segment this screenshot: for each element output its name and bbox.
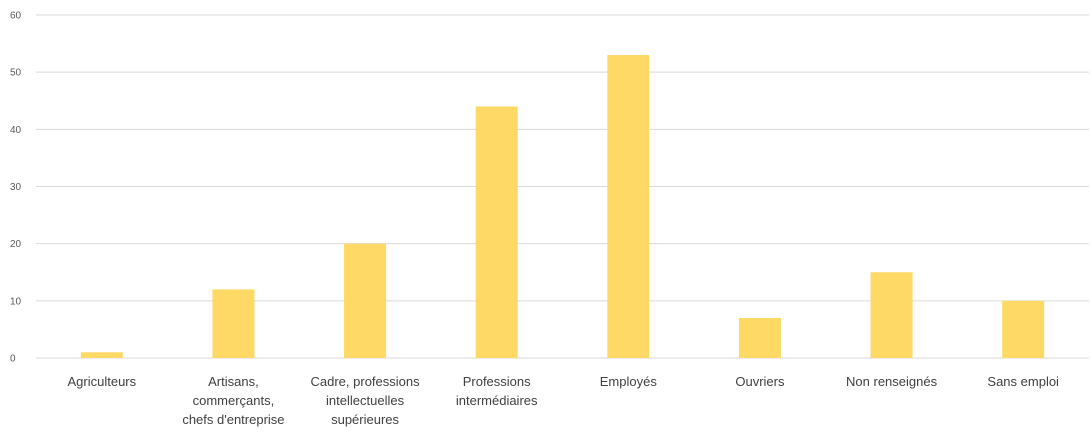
x-tick-label: Professions intermédiaires: [456, 374, 538, 408]
bar-6: [870, 272, 913, 358]
x-tick-label: Non renseignés: [846, 374, 938, 389]
x-tick-label: Employés: [600, 374, 658, 389]
x-tick-label-line: intellectuelles: [326, 393, 405, 408]
y-tick-label: 10: [10, 296, 22, 307]
y-tick-label: 40: [10, 125, 22, 136]
x-tick-label-line: Employés: [600, 374, 658, 389]
x-tick-label-line: Cadre, professions: [311, 374, 421, 389]
bar-5: [738, 317, 781, 358]
y-tick-label: 30: [10, 182, 22, 193]
x-tick-label-line: supérieures: [331, 412, 399, 427]
y-tick-label: 20: [10, 239, 22, 250]
x-tick-label-line: Ouvriers: [735, 374, 785, 389]
bar-7: [1002, 300, 1045, 358]
x-tick-label-line: Sans emploi: [987, 374, 1059, 389]
x-tick-label: Agriculteurs: [67, 374, 136, 389]
x-tick-label-line: intermédiaires: [456, 393, 538, 408]
x-tick-label-line: Non renseignés: [846, 374, 938, 389]
y-tick-label: 0: [10, 354, 16, 365]
gridlines: [36, 14, 1089, 359]
y-axis-ticks: 0 10 20 30 40 50 60: [10, 11, 22, 365]
x-tick-label-line: Artisans,: [208, 374, 259, 389]
bars: [80, 55, 1045, 359]
bar-4: [607, 55, 650, 359]
x-tick-label: Artisans, commerçants, chefs d'entreprise: [182, 374, 284, 427]
bar-1: [212, 289, 255, 358]
bar-0: [80, 352, 123, 358]
bar-3: [475, 106, 518, 358]
bar-2: [344, 243, 387, 358]
x-tick-label-line: Agriculteurs: [67, 374, 136, 389]
x-tick-label: Ouvriers: [735, 374, 785, 389]
x-tick-label: Cadre, professions intellectuelles supérie…: [311, 374, 421, 427]
x-axis-labels: Agriculteurs Artisans, commerçants, chefs d…: [67, 374, 1059, 427]
x-tick-label-line: chefs d'entreprise: [182, 412, 284, 427]
x-tick-label-line: Professions: [463, 374, 531, 389]
x-tick-label-line: commerçants,: [193, 393, 275, 408]
y-tick-label: 50: [10, 68, 22, 79]
y-tick-label: 60: [10, 11, 22, 22]
x-tick-label: Sans emploi: [987, 374, 1059, 389]
